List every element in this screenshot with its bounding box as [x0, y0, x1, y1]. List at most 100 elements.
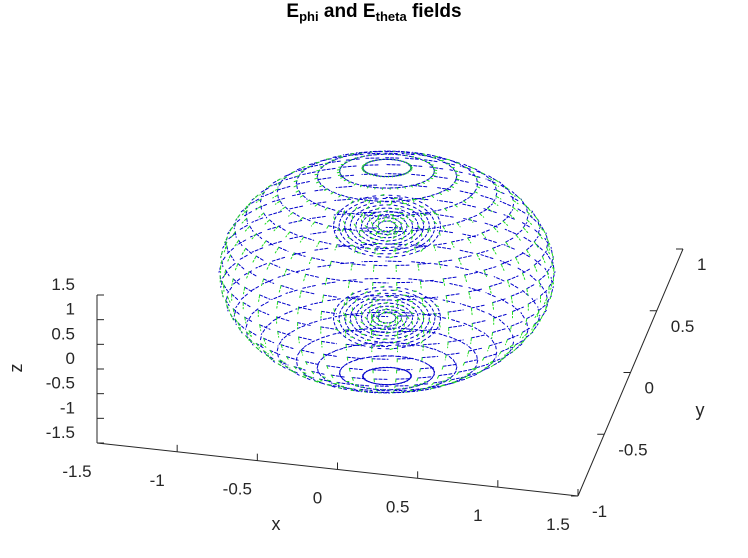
ephi-arrow — [371, 217, 374, 220]
ephi-arrow — [296, 351, 300, 357]
ephi-arrow — [539, 223, 544, 231]
y-tick-label: -0.5 — [618, 440, 647, 459]
etheta-arrow — [337, 174, 342, 176]
ephi-arrow — [441, 351, 448, 356]
ephi-arrow — [469, 192, 475, 197]
ephi-arrow — [354, 342, 359, 345]
ephi-arrow — [488, 341, 503, 347]
ephi-arrow — [320, 335, 330, 339]
etheta-arrow — [278, 360, 283, 365]
ephi-arrow — [464, 359, 479, 363]
etheta-arrow — [551, 252, 554, 260]
ephi-arrow — [405, 307, 409, 310]
ephi-arrow — [428, 212, 432, 216]
ephi-arrow — [236, 239, 247, 246]
ephi-arrow — [367, 291, 372, 293]
etheta-arrow — [275, 178, 281, 183]
ephi-arrow — [360, 209, 365, 212]
etheta-arrow — [241, 210, 248, 216]
etheta-arrow — [406, 315, 410, 320]
ephi-arrow — [498, 319, 505, 325]
etheta-arrow — [354, 206, 358, 211]
ephi-arrow — [453, 370, 458, 375]
ephi-arrow — [340, 232, 343, 236]
ephi-arrow — [546, 265, 552, 273]
ephi-arrow — [413, 324, 416, 328]
ephi-arrow — [400, 297, 405, 300]
ephi-arrow — [451, 376, 464, 381]
ephi-arrow — [228, 233, 236, 240]
ephi-arrow — [361, 319, 363, 322]
ephi-arrow — [439, 312, 441, 316]
etheta-arrow — [231, 278, 234, 286]
etheta-arrow — [364, 290, 369, 294]
ephi-arrow — [481, 228, 492, 234]
etheta-arrow — [492, 247, 497, 255]
ephi-arrow — [432, 321, 435, 326]
etheta-arrow — [470, 307, 473, 316]
ephi-arrow — [232, 308, 240, 315]
ephi-arrow — [367, 320, 370, 323]
ephi-arrow — [430, 365, 434, 370]
ephi-arrow — [251, 308, 259, 315]
ephi-arrow — [480, 254, 494, 259]
ephi-arrow — [259, 324, 271, 330]
etheta-arrow — [336, 227, 341, 232]
ephi-arrow — [271, 181, 282, 187]
etheta-arrow — [321, 294, 324, 303]
ephi-arrow — [404, 356, 413, 360]
ephi-arrow — [295, 268, 310, 273]
ephi-arrow — [427, 363, 432, 368]
ephi-arrow — [369, 391, 380, 394]
ephi-arrow — [520, 312, 525, 319]
etheta-arrow — [438, 192, 443, 196]
ephi-arrow — [462, 217, 477, 222]
etheta-arrow — [406, 224, 410, 228]
ephi-arrow — [244, 316, 254, 323]
ephi-arrow — [268, 211, 282, 216]
etheta-arrow — [226, 295, 231, 303]
ephi-arrow — [291, 192, 306, 197]
ephi-arrow — [488, 313, 497, 319]
ephi-arrow — [374, 330, 379, 333]
ephi-arrow — [397, 367, 404, 371]
ephi-arrow — [344, 321, 347, 325]
etheta-arrow — [303, 374, 308, 378]
ephi-arrow — [538, 274, 546, 281]
ephi-arrow — [402, 323, 405, 326]
etheta-arrow — [251, 233, 257, 240]
ephi-arrow — [263, 278, 275, 284]
ephi-arrow — [375, 215, 379, 218]
ephi-arrow — [417, 376, 433, 379]
ephi-arrow — [312, 188, 329, 192]
ephi-arrow — [411, 357, 419, 361]
ephi-arrow — [318, 372, 322, 377]
etheta-arrow — [454, 170, 459, 173]
etheta-arrow — [462, 362, 466, 367]
etheta-arrow — [487, 207, 493, 212]
ephi-arrow — [437, 214, 454, 218]
ephi-arrow — [365, 234, 369, 237]
ephi-arrow — [339, 373, 341, 378]
etheta-arrow — [447, 311, 450, 320]
chart-title: Ephi and Etheta fields — [286, 1, 461, 24]
ephi-arrow — [333, 191, 341, 196]
ephi-arrow — [237, 263, 245, 270]
ephi-arrow — [394, 310, 398, 313]
etheta-arrow — [453, 381, 458, 384]
etheta-arrow — [302, 371, 308, 375]
etheta-arrow — [269, 349, 274, 356]
etheta-arrow — [320, 310, 322, 319]
etheta-arrow — [411, 306, 417, 309]
etheta-arrow — [306, 165, 312, 168]
ephi-arrow — [431, 308, 434, 312]
ephi-arrow — [404, 228, 407, 232]
etheta-arrow — [417, 316, 421, 321]
ephi-arrow — [484, 222, 498, 228]
ephi-arrow — [406, 204, 411, 207]
etheta-arrow — [314, 380, 319, 383]
ephi-arrow — [526, 313, 536, 320]
ephi-arrow — [223, 284, 228, 292]
etheta-arrow — [421, 311, 426, 315]
ephi-arrow — [520, 251, 530, 258]
